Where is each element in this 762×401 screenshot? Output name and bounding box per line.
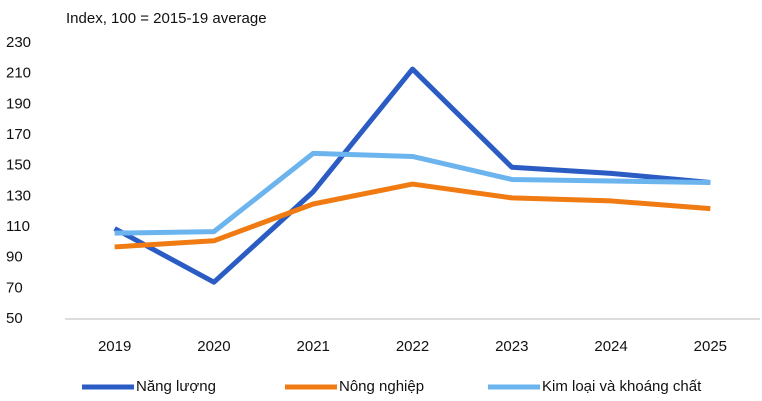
y-tick-label: 170	[6, 126, 31, 143]
y-tick-label: 130	[6, 187, 31, 204]
x-tick-label: 2023	[495, 338, 528, 355]
legend-label: Nông nghiệp	[339, 378, 424, 395]
x-tick-label: 2022	[396, 338, 429, 355]
x-tick-label: 2020	[197, 338, 230, 355]
y-tick-label: 210	[6, 65, 31, 82]
y-tick-label: 190	[6, 95, 31, 112]
legend-label: Kim loại và khoáng chất	[542, 378, 702, 395]
y-tick-label: 70	[6, 279, 23, 296]
x-tick-label: 2024	[594, 338, 627, 355]
y-tick-label: 90	[6, 249, 23, 266]
y-tick-label: 50	[6, 310, 23, 327]
series-line	[114, 150, 711, 236]
series-line	[114, 181, 711, 250]
x-tick-label: 2025	[694, 338, 727, 355]
y-tick-label: 230	[6, 34, 31, 51]
y-axis-label: Index, 100 = 2015-19 average	[66, 10, 267, 27]
y-tick-label: 110	[6, 218, 30, 235]
x-tick-label: 2021	[297, 338, 330, 355]
series-line	[113, 66, 711, 285]
x-tick-label: 2019	[98, 338, 131, 355]
legend-label: Năng lượng	[136, 378, 216, 395]
y-tick-label: 150	[6, 157, 31, 174]
